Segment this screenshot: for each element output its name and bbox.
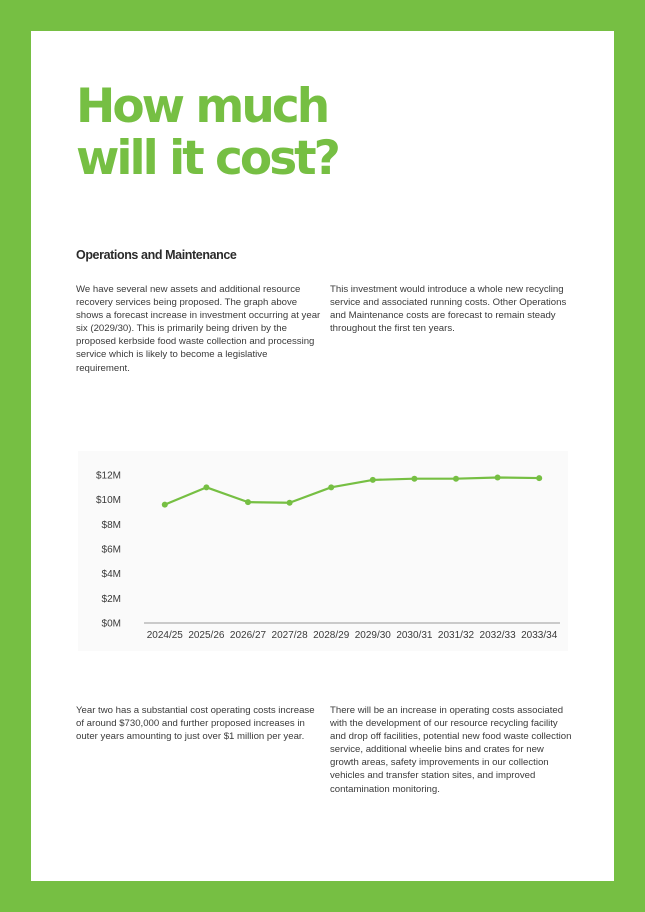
y-tick-label: $10M	[96, 495, 121, 506]
y-tick-label: $6M	[102, 545, 121, 556]
series-points	[161, 474, 543, 508]
x-tick-label: 2033/34	[521, 630, 558, 641]
data-point	[328, 484, 335, 491]
chart-svg: $0M$2M$4M$6M$8M$10M$12M 2024/25 2025/26 20…	[96, 471, 560, 641]
data-point	[245, 499, 251, 506]
operations-cost-chart: $0M $2M $4M $6M $8M $10M $12M 2024/25 2025/26 20…	[78, 451, 568, 651]
data-point	[494, 474, 501, 481]
y-tick-label: $12M	[96, 471, 121, 482]
section-heading: Operations and Maintenance	[76, 248, 237, 262]
x-tick-label: 2027/28	[272, 630, 309, 641]
data-point	[453, 475, 459, 482]
y-axis-labels: $0M $2M $4M $6M $8M $10M $12M	[96, 471, 121, 630]
x-axis-labels: 2024/25 2025/26 2026/27 2027/28 2028/29 2029/…	[147, 630, 558, 641]
page-title-line-2: will it cost?	[76, 131, 341, 186]
data-point	[286, 499, 293, 506]
data-point	[411, 475, 418, 482]
x-tick-label: 2025/26	[188, 630, 225, 641]
x-tick-label: 2028/29	[313, 630, 350, 641]
x-tick-label: 2026/27	[230, 630, 267, 641]
data-point	[369, 476, 376, 483]
x-tick-label: 2024/25	[147, 630, 184, 641]
y-tick-label: $2M	[102, 594, 121, 605]
series-line	[164, 476, 540, 506]
y-tick-label: $8M	[102, 520, 121, 531]
data-point	[203, 484, 210, 491]
intro-paragraph-right: This investment would introduce a whole …	[330, 284, 567, 335]
page-title-line-1: How much	[76, 79, 330, 134]
page-title: How much will it cost?	[76, 79, 341, 186]
cost-paragraph-left: Year two has a substantial cost operatin…	[76, 705, 315, 743]
x-tick-label: 2029/30	[355, 630, 392, 641]
intro-paragraph-left: We have several new assets and additiona…	[76, 284, 321, 374]
x-tick-label: 2031/32	[438, 630, 475, 641]
y-tick-label: $0M	[102, 619, 121, 630]
data-point	[536, 475, 543, 482]
y-tick-label: $4M	[102, 569, 121, 580]
x-tick-label: 2030/31	[396, 630, 433, 641]
cost-paragraph-right: There will be an increase in operating c…	[330, 705, 572, 795]
x-tick-label: 2032/33	[480, 630, 517, 641]
page: How much will it cost? Operations and Ma…	[31, 31, 614, 881]
data-point	[161, 501, 168, 508]
